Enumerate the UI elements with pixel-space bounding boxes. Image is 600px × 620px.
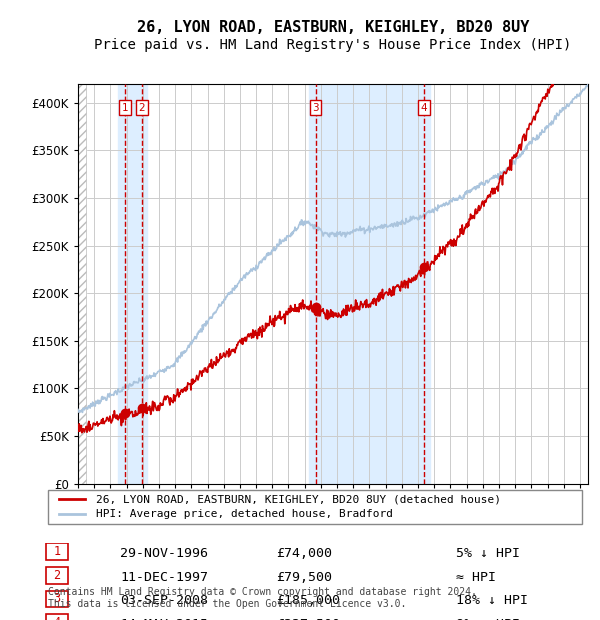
Text: 3: 3	[53, 593, 61, 605]
FancyBboxPatch shape	[48, 490, 582, 524]
FancyBboxPatch shape	[46, 567, 68, 584]
Text: £79,500: £79,500	[276, 571, 332, 583]
Text: 3: 3	[312, 103, 319, 113]
Text: 2: 2	[139, 103, 145, 113]
Text: Contains HM Land Registry data © Crown copyright and database right 2024.
This d: Contains HM Land Registry data © Crown c…	[48, 587, 477, 609]
Text: £185,000: £185,000	[276, 595, 340, 607]
Text: 18% ↓ HPI: 18% ↓ HPI	[456, 595, 528, 607]
Text: £227,500: £227,500	[276, 618, 340, 620]
FancyBboxPatch shape	[46, 590, 68, 608]
Text: 26, LYON ROAD, EASTBURN, KEIGHLEY, BD20 8UY: 26, LYON ROAD, EASTBURN, KEIGHLEY, BD20 …	[137, 20, 529, 35]
Text: 26, LYON ROAD, EASTBURN, KEIGHLEY, BD20 8UY (detached house): 26, LYON ROAD, EASTBURN, KEIGHLEY, BD20 …	[96, 494, 501, 504]
Text: £74,000: £74,000	[276, 547, 332, 560]
Text: 2: 2	[53, 569, 61, 582]
Text: ≈ HPI: ≈ HPI	[456, 571, 496, 583]
Text: 11-DEC-1997: 11-DEC-1997	[120, 571, 208, 583]
Text: 8% ↑ HPI: 8% ↑ HPI	[456, 618, 520, 620]
Text: 4: 4	[53, 616, 61, 620]
Text: 5% ↓ HPI: 5% ↓ HPI	[456, 547, 520, 560]
Text: 1: 1	[53, 546, 61, 558]
Bar	[118, 84, 147, 484]
Text: 4: 4	[421, 103, 427, 113]
Bar	[78, 84, 86, 484]
Text: Price paid vs. HM Land Registry's House Price Index (HPI): Price paid vs. HM Land Registry's House …	[94, 38, 572, 52]
Text: 03-SEP-2008: 03-SEP-2008	[120, 595, 208, 607]
Text: 29-NOV-1996: 29-NOV-1996	[120, 547, 208, 560]
Bar	[309, 84, 430, 484]
Bar	[78, 84, 86, 484]
Text: 1: 1	[122, 103, 128, 113]
Text: HPI: Average price, detached house, Bradford: HPI: Average price, detached house, Brad…	[96, 510, 393, 520]
Text: 14-MAY-2015: 14-MAY-2015	[120, 618, 208, 620]
FancyBboxPatch shape	[46, 614, 68, 620]
FancyBboxPatch shape	[46, 543, 68, 560]
